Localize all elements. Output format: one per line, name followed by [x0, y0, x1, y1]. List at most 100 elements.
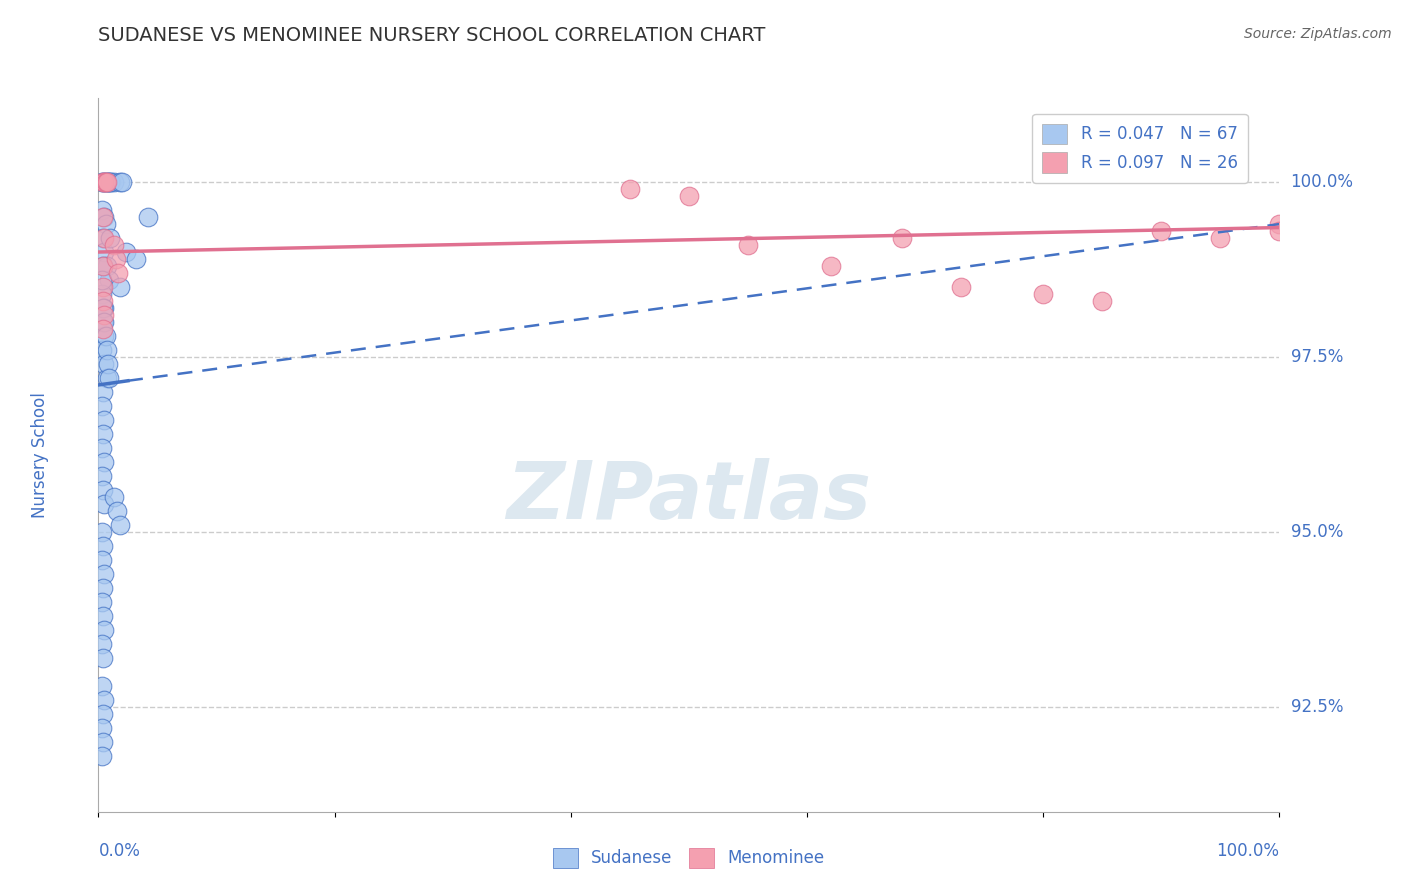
Point [91, 679, 114, 693]
Point [91, 175, 114, 189]
Point [91, 384, 114, 399]
Point [93, 175, 115, 189]
Point [98, 175, 121, 189]
Text: 95.0%: 95.0% [1291, 523, 1343, 541]
Point [103, 175, 125, 189]
Point [94, 175, 117, 189]
Point [114, 245, 136, 260]
Point [96, 371, 118, 385]
Point [125, 252, 148, 266]
Point [97, 175, 120, 189]
Legend: Sudanese, Menominee: Sudanese, Menominee [547, 841, 831, 875]
Point [91, 748, 114, 763]
Point [97, 357, 120, 371]
Point [737, 238, 759, 252]
Text: 97.5%: 97.5% [1291, 348, 1343, 366]
Point [105, 252, 128, 266]
Point [91, 301, 114, 315]
Point [98, 371, 121, 385]
Point [111, 175, 134, 189]
Point [91, 469, 114, 483]
Point [98, 231, 121, 245]
Point [107, 266, 129, 280]
Point [91, 721, 114, 735]
Point [103, 490, 125, 504]
Point [91, 735, 114, 749]
Point [91, 210, 114, 224]
Point [93, 175, 115, 189]
Text: 100.0%: 100.0% [1216, 842, 1279, 860]
Point [91, 637, 114, 651]
Point [108, 175, 131, 189]
Point [890, 231, 912, 245]
Point [91, 426, 114, 441]
Point [108, 280, 131, 294]
Point [91, 315, 114, 329]
Point [105, 504, 128, 518]
Point [93, 357, 115, 371]
Text: 100.0%: 100.0% [1291, 173, 1354, 191]
Text: 92.5%: 92.5% [1291, 698, 1343, 715]
Point [91, 175, 114, 189]
Point [91, 343, 114, 357]
Text: Source: ZipAtlas.com: Source: ZipAtlas.com [1244, 27, 1392, 41]
Point [91, 280, 114, 294]
Point [94, 175, 117, 189]
Point [91, 539, 114, 553]
Point [91, 441, 114, 455]
Point [91, 322, 114, 336]
Point [91, 287, 114, 301]
Point [91, 524, 114, 539]
Point [619, 182, 641, 196]
Point [1268, 224, 1291, 238]
Point [93, 693, 115, 707]
Point [91, 175, 114, 189]
Point [93, 413, 115, 427]
Point [96, 175, 118, 189]
Point [91, 553, 114, 567]
Point [1150, 224, 1173, 238]
Point [93, 315, 115, 329]
Point [91, 202, 114, 217]
Point [93, 210, 115, 224]
Point [949, 280, 972, 294]
Point [108, 517, 131, 532]
Point [1091, 293, 1114, 308]
Point [91, 259, 114, 273]
Point [91, 231, 114, 245]
Text: Nursery School: Nursery School [31, 392, 49, 518]
Point [96, 175, 118, 189]
Point [96, 259, 118, 273]
Point [91, 259, 114, 273]
Point [93, 308, 115, 322]
Point [103, 238, 125, 252]
Point [1209, 231, 1232, 245]
Point [98, 175, 121, 189]
Point [1268, 217, 1291, 231]
Text: ZIPatlas: ZIPatlas [506, 458, 872, 536]
Point [91, 399, 114, 413]
Point [136, 210, 159, 224]
Point [94, 217, 117, 231]
Point [91, 650, 114, 665]
Point [820, 259, 842, 273]
Point [1032, 287, 1054, 301]
Point [93, 329, 115, 343]
Point [93, 231, 115, 245]
Point [93, 497, 115, 511]
Point [91, 706, 114, 721]
Point [93, 623, 115, 637]
Point [93, 245, 115, 260]
Point [91, 595, 114, 609]
Point [91, 608, 114, 623]
Point [93, 455, 115, 469]
Point [678, 189, 700, 203]
Point [93, 566, 115, 581]
Point [91, 273, 114, 287]
Point [93, 301, 115, 315]
Text: SUDANESE VS MENOMINEE NURSERY SCHOOL CORRELATION CHART: SUDANESE VS MENOMINEE NURSERY SCHOOL COR… [98, 26, 766, 45]
Text: 0.0%: 0.0% [98, 842, 141, 860]
Point [100, 175, 122, 189]
Point [91, 483, 114, 497]
Point [94, 329, 117, 343]
